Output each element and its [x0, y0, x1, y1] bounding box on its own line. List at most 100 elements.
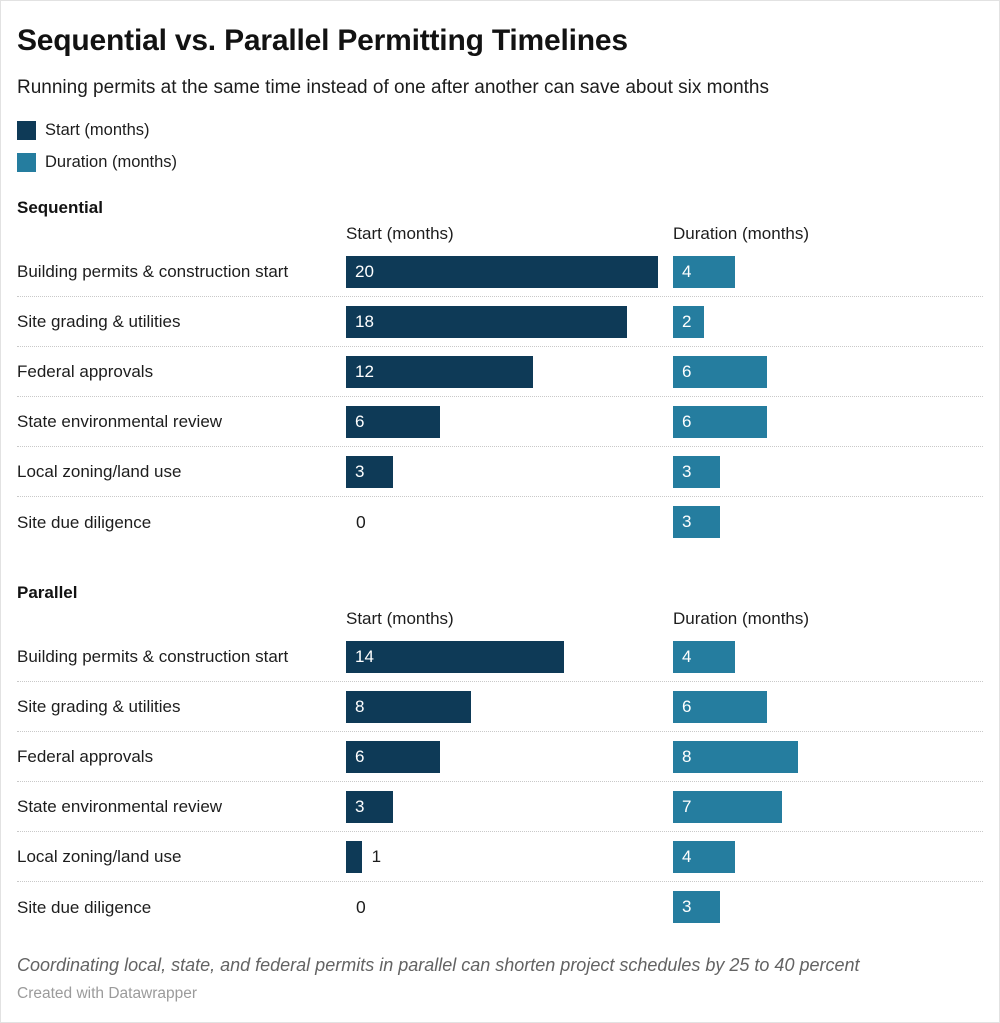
start-bar-cell: 6	[346, 397, 673, 446]
duration-bar-cell: 6	[673, 397, 983, 446]
legend-label: Duration (months)	[45, 152, 178, 171]
start-bar-cell: 0	[346, 882, 673, 932]
column-header-start: Start (months)	[346, 224, 454, 243]
column-headers-row: Start (months) Duration (months)	[17, 220, 983, 247]
bar-value-label: 7	[682, 796, 692, 816]
group-parallel: Parallel Start (months) Duration (months) B…	[17, 581, 983, 932]
start-bar-cell: 0	[346, 497, 673, 547]
group-header: Sequential	[17, 198, 103, 217]
column-header-duration: Duration (months)	[673, 224, 810, 243]
start-bar: 14	[346, 640, 565, 673]
row-label: Site grading & utilities	[17, 312, 181, 331]
bar-value-label: 0	[356, 511, 366, 532]
chart-subtitle: Running permits at the same time instead…	[17, 77, 769, 98]
duration-bar: 3	[673, 891, 720, 923]
start-bar-cell: 20	[346, 247, 673, 296]
row-label: Local zoning/land use	[17, 462, 182, 481]
bar-value-label: 4	[682, 646, 692, 666]
row-label: Site due diligence	[17, 512, 152, 532]
legend: Start (months) Duration (months)	[17, 118, 983, 174]
bar-value-label: 6	[682, 696, 692, 716]
bar-value-label: 18	[355, 311, 374, 331]
bar-value-label: 3	[355, 461, 365, 481]
duration-bar-cell: 7	[673, 782, 983, 831]
duration-bar: 4	[673, 640, 736, 673]
column-headers-row: Start (months) Duration (months)	[17, 605, 983, 632]
legend-label: Start (months)	[45, 120, 150, 139]
bar-value-label: 3	[682, 897, 692, 916]
duration-bar-cell: 8	[673, 732, 983, 781]
bar-value-label: 6	[355, 411, 365, 431]
legend-item-start: Start (months)	[17, 118, 983, 142]
column-header-duration: Duration (months)	[673, 609, 810, 628]
table-row: Building permits & construction start 14 4	[17, 632, 983, 682]
start-bar-cell: 1	[346, 832, 673, 881]
bar-value-label: 3	[682, 512, 692, 531]
row-label: Federal approvals	[17, 362, 154, 381]
duration-bar: 2	[673, 305, 705, 338]
bar-value-label: 0	[356, 896, 366, 917]
bar-value-label: 4	[682, 846, 692, 866]
row-label: Building permits & construction start	[17, 647, 289, 666]
bar-value-label: 3	[355, 796, 365, 816]
duration-bar-cell: 3	[673, 882, 983, 932]
table-row: Federal approvals 12 6	[17, 347, 983, 397]
start-bar: 8	[346, 690, 471, 723]
table-row: Local zoning/land use 1 4	[17, 832, 983, 882]
bar-value-label: 3	[682, 461, 692, 481]
bar-value-label: 20	[355, 261, 374, 281]
row-label: State environmental review	[17, 412, 223, 431]
datawrapper-credit: Created with Datawrapper	[17, 985, 198, 1002]
start-bar-cell: 3	[346, 447, 673, 496]
start-bar	[346, 840, 362, 873]
row-label: Federal approvals	[17, 747, 154, 766]
duration-bar-cell: 4	[673, 832, 983, 881]
table-row: State environmental review 3 7	[17, 782, 983, 832]
duration-bar-cell: 4	[673, 247, 983, 296]
start-bar: 20	[346, 255, 658, 288]
footer-note: Coordinating local, state, and federal p…	[17, 955, 860, 975]
row-label: State environmental review	[17, 797, 223, 816]
table-row: Site grading & utilities 18 2	[17, 297, 983, 347]
bar-value-label: 6	[355, 746, 365, 766]
table-row: Site due diligence 0 3	[17, 882, 983, 932]
duration-bar-cell: 3	[673, 447, 983, 496]
group-header: Parallel	[17, 583, 78, 602]
duration-bar: 6	[673, 355, 767, 388]
bar-value-label: 1	[371, 846, 382, 866]
bar-value-label: 6	[682, 361, 692, 381]
duration-bar: 4	[673, 255, 736, 288]
start-bar: 3	[346, 455, 393, 488]
table-row: Local zoning/land use 3 3	[17, 447, 983, 497]
group-sequential: Sequential Start (months) Duration (months…	[17, 196, 983, 547]
duration-bar-cell: 2	[673, 297, 983, 346]
start-bar: 3	[346, 790, 393, 823]
duration-bar-cell: 6	[673, 347, 983, 396]
duration-bar-cell: 6	[673, 682, 983, 731]
duration-bar: 6	[673, 405, 767, 438]
bar-value-label: 2	[682, 311, 692, 331]
duration-bar: 6	[673, 690, 767, 723]
duration-bar: 8	[673, 740, 798, 773]
duration-swatch-icon	[17, 152, 36, 172]
table-row: Federal approvals 6 8	[17, 732, 983, 782]
duration-bar-cell: 4	[673, 632, 983, 681]
bar-value-label: 14	[355, 646, 374, 666]
bar-value-label: 12	[355, 361, 374, 381]
table-row: Building permits & construction start 20 4	[17, 247, 983, 297]
row-label: Building permits & construction start	[17, 262, 289, 281]
start-bar-cell: 14	[346, 632, 673, 681]
start-bar: 18	[346, 305, 627, 338]
start-bar-cell: 8	[346, 682, 673, 731]
duration-bar: 3	[673, 455, 720, 488]
chart-groups: Sequential Start (months) Duration (months…	[17, 196, 983, 932]
bar-value-label: 8	[682, 746, 692, 766]
start-bar: 6	[346, 405, 440, 438]
bar-value-label: 8	[355, 696, 365, 716]
column-header-start: Start (months)	[346, 609, 454, 628]
start-swatch-icon	[17, 120, 36, 140]
table-row: Site grading & utilities 8 6	[17, 682, 983, 732]
duration-bar: 3	[673, 506, 720, 538]
start-bar-cell: 12	[346, 347, 673, 396]
